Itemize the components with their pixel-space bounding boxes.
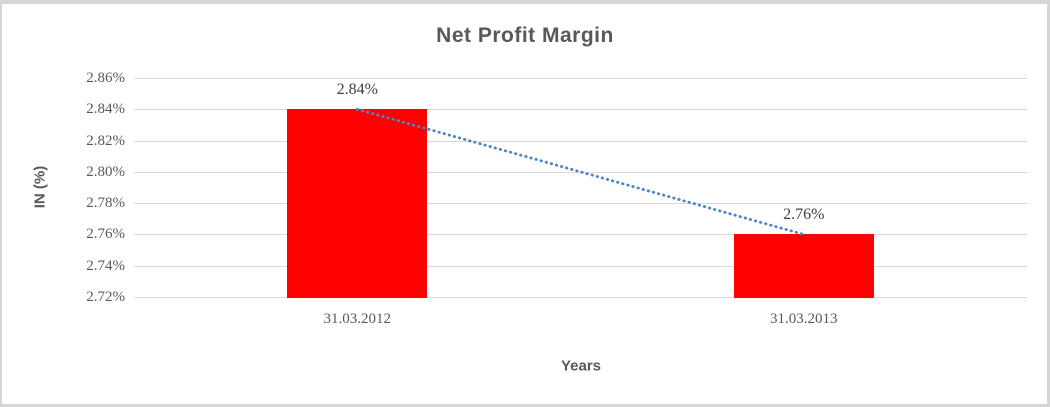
y-tick-label: 2.82% [86,133,125,149]
y-tick-label: 2.72% [86,289,125,305]
y-axis-title: IN (%) [31,165,49,209]
y-tick-label: 2.80% [86,164,125,180]
y-tick-label: 2.86% [86,70,125,86]
x-tick-label: 31.03.2013 [770,311,838,327]
gridline [134,266,1027,267]
bar-data-label: 2.84% [336,81,378,98]
gridline [134,109,1027,110]
chart-title: Net Profit Margin [436,24,614,47]
gridline [134,78,1027,79]
gridline [134,297,1027,298]
gridline [134,234,1027,235]
bar [734,234,874,298]
gridline [134,172,1027,173]
gridline [134,203,1027,204]
gridline [134,141,1027,142]
x-tick-label: 31.03.2012 [323,311,392,327]
y-tick-label: 2.84% [86,101,125,117]
y-tick-label: 2.74% [86,258,125,274]
y-tick-label: 2.76% [86,226,125,242]
y-tick-label: 2.78% [86,195,125,211]
x-axis-title: Years [560,357,602,375]
bar [287,109,427,298]
bar-data-label: 2.76% [783,206,825,223]
